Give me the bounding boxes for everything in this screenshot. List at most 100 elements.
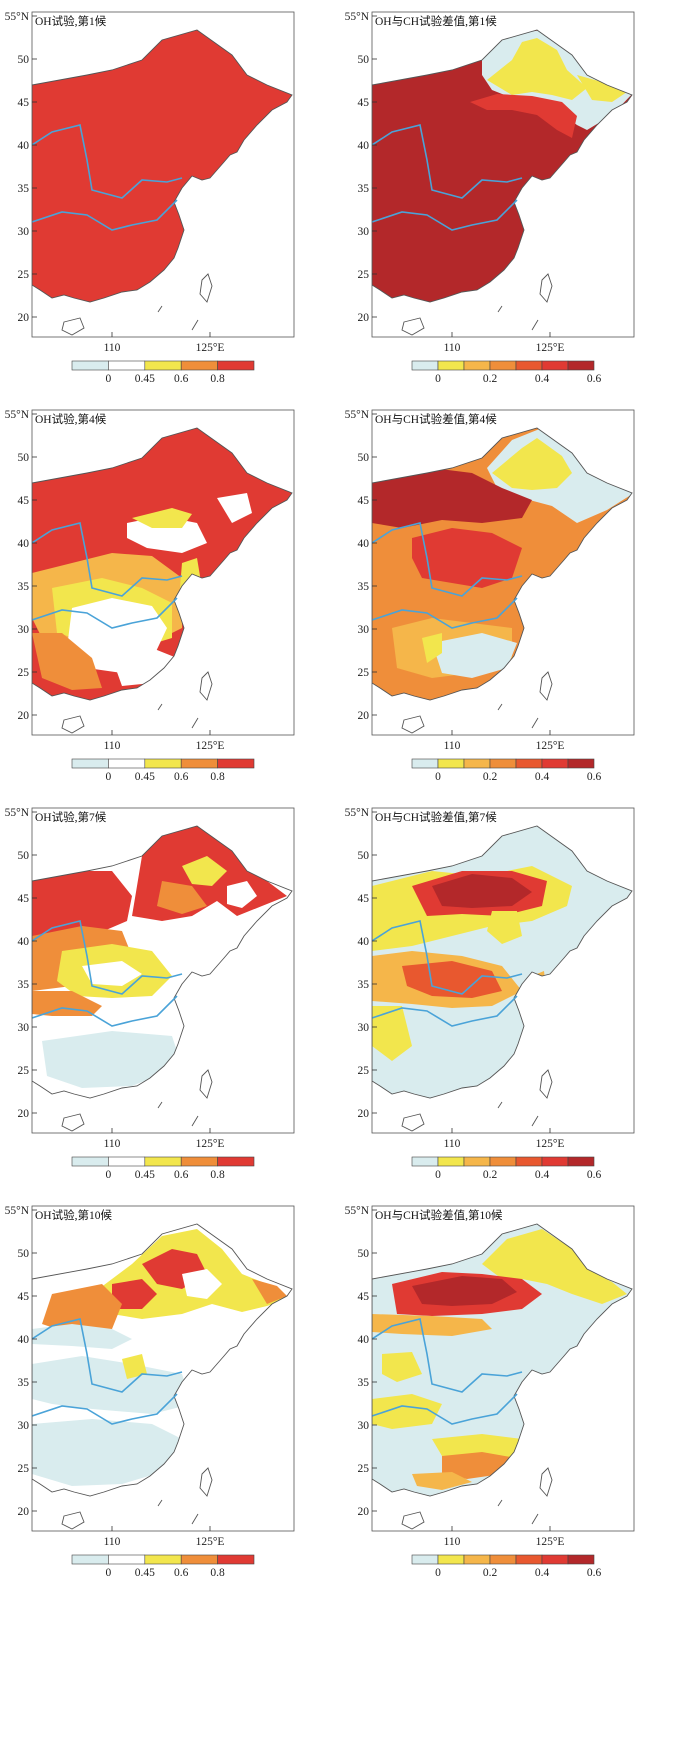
lat-tick-label: 20 bbox=[18, 312, 30, 324]
border-marks bbox=[157, 703, 199, 729]
hainan-island bbox=[61, 317, 85, 336]
lat-tick-label: 55°N bbox=[5, 11, 30, 23]
colorbar-label: 0.8 bbox=[210, 771, 225, 783]
lat-tick-label: 40 bbox=[358, 936, 370, 948]
field-contour-region bbox=[432, 1434, 522, 1459]
yangtze-river-line bbox=[372, 199, 518, 231]
lat-tick-label: 25 bbox=[18, 1463, 30, 1475]
lat-tick-label: 20 bbox=[18, 1108, 30, 1120]
colorbar-label: 0.4 bbox=[535, 771, 550, 783]
border-marks bbox=[157, 305, 199, 331]
map-panel-2: 55°N 50 45 40 35 30 25 20 110 125°E OH与CH试验差值,第1候 0… bbox=[345, 11, 635, 385]
panel-title: OH与CH试验差值,第4候 bbox=[375, 412, 497, 426]
field-fill bbox=[372, 428, 632, 700]
lon-tick-label: 110 bbox=[104, 1536, 121, 1548]
field-fill bbox=[372, 1224, 632, 1496]
lon-tick-label: 110 bbox=[104, 342, 121, 354]
colorbar-swatch bbox=[541, 758, 569, 769]
lat-tick-label: 25 bbox=[18, 667, 30, 679]
border-marks bbox=[497, 1101, 539, 1127]
colorbar-label: 0.6 bbox=[174, 373, 189, 385]
lat-tick-label: 35 bbox=[18, 1377, 30, 1389]
colorbar-swatch bbox=[71, 758, 109, 769]
colorbar-swatch bbox=[541, 360, 569, 371]
colorbar-label: 0.45 bbox=[135, 373, 155, 385]
lat-tick-label: 55°N bbox=[5, 409, 30, 421]
yellow-river-line bbox=[372, 124, 523, 199]
lat-tick-label: 30 bbox=[18, 226, 30, 238]
map-frame bbox=[31, 11, 295, 338]
colorbar-swatch bbox=[515, 1156, 543, 1167]
hainan-island bbox=[401, 1511, 425, 1530]
colorbar-swatch bbox=[180, 1156, 218, 1167]
colorbar-swatch bbox=[180, 758, 218, 769]
colorbar-swatch bbox=[541, 1554, 569, 1565]
colorbar-swatch bbox=[411, 360, 439, 371]
field-fill bbox=[32, 428, 292, 700]
field-contour-region bbox=[227, 881, 257, 908]
lat-tick-label: 40 bbox=[18, 140, 30, 152]
lat-tick-label: 20 bbox=[358, 710, 370, 722]
lon-tick-label: 110 bbox=[444, 342, 461, 354]
colorbar-swatch bbox=[437, 1156, 465, 1167]
lat-tick-label: 45 bbox=[18, 893, 30, 905]
yangtze-river-line bbox=[372, 597, 518, 629]
yellow-river-line bbox=[32, 522, 183, 597]
taiwan-island bbox=[539, 1467, 553, 1497]
yangtze-river-line bbox=[32, 995, 178, 1027]
lat-tick-label: 25 bbox=[358, 1463, 370, 1475]
field-contour-region bbox=[372, 1394, 442, 1429]
colorbar-label: 0.2 bbox=[483, 1567, 498, 1579]
colorbar-legend: 0 0.45 0.6 0.8 bbox=[71, 758, 255, 783]
lat-tick-label: 45 bbox=[18, 495, 30, 507]
colorbar-swatch bbox=[71, 360, 109, 371]
colorbar-swatch bbox=[108, 360, 146, 371]
yellow-river-line bbox=[32, 920, 183, 995]
lat-tick-label: 50 bbox=[358, 850, 370, 862]
lon-tick-label: 110 bbox=[444, 1138, 461, 1150]
colorbar-legend: 0 0.2 0.4 0.6 bbox=[411, 1156, 601, 1181]
map-frame bbox=[371, 409, 635, 736]
field-contour-region bbox=[32, 1324, 132, 1349]
lat-tick-label: 45 bbox=[18, 97, 30, 109]
colorbar-label: 0.45 bbox=[135, 1169, 155, 1181]
lat-tick-label: 50 bbox=[18, 452, 30, 464]
map-panel-7: 55°N 50 45 40 35 30 25 20 110 125°E OH试验,第10候 0 0.45… bbox=[5, 1205, 295, 1579]
colorbar-swatch bbox=[515, 758, 543, 769]
colorbar-swatch bbox=[489, 1156, 517, 1167]
yellow-river-line bbox=[372, 1318, 523, 1393]
colorbar-legend: 0 0.2 0.4 0.6 bbox=[411, 360, 601, 385]
lat-tick-label: 30 bbox=[358, 624, 370, 636]
panel-title: OH试验,第10候 bbox=[35, 1208, 112, 1222]
field-contour-region bbox=[132, 508, 192, 528]
field-contour-region bbox=[412, 1276, 517, 1306]
lon-tick-label: 125°E bbox=[536, 740, 565, 752]
colorbar-swatch bbox=[437, 758, 465, 769]
lon-tick-label: 125°E bbox=[196, 740, 225, 752]
colorbar-swatch bbox=[217, 1554, 255, 1565]
lat-tick-label: 35 bbox=[358, 1377, 370, 1389]
lon-tick-label: 125°E bbox=[536, 342, 565, 354]
colorbar-swatch bbox=[144, 360, 182, 371]
colorbar-swatch bbox=[180, 1554, 218, 1565]
lat-tick-label: 30 bbox=[18, 1022, 30, 1034]
lat-tick-label: 50 bbox=[358, 452, 370, 464]
colorbar-label: 0.6 bbox=[587, 1567, 602, 1579]
colorbar-swatch bbox=[515, 360, 543, 371]
colorbar-swatch bbox=[411, 758, 439, 769]
lat-tick-label: 30 bbox=[18, 1420, 30, 1432]
lat-tick-label: 55°N bbox=[345, 409, 370, 421]
lat-tick-label: 50 bbox=[358, 1248, 370, 1260]
lat-tick-label: 20 bbox=[358, 1506, 370, 1518]
field-fill bbox=[372, 826, 632, 1098]
field-contour-region bbox=[432, 874, 532, 908]
lon-tick-label: 125°E bbox=[196, 342, 225, 354]
lat-tick-label: 55°N bbox=[5, 1205, 30, 1217]
lat-tick-label: 40 bbox=[18, 936, 30, 948]
colorbar-swatch bbox=[217, 758, 255, 769]
field-contour-region bbox=[42, 1031, 182, 1088]
colorbar-swatch bbox=[515, 1554, 543, 1565]
colorbar-legend: 0 0.45 0.6 0.8 bbox=[71, 360, 255, 385]
colorbar-swatch bbox=[108, 1554, 146, 1565]
